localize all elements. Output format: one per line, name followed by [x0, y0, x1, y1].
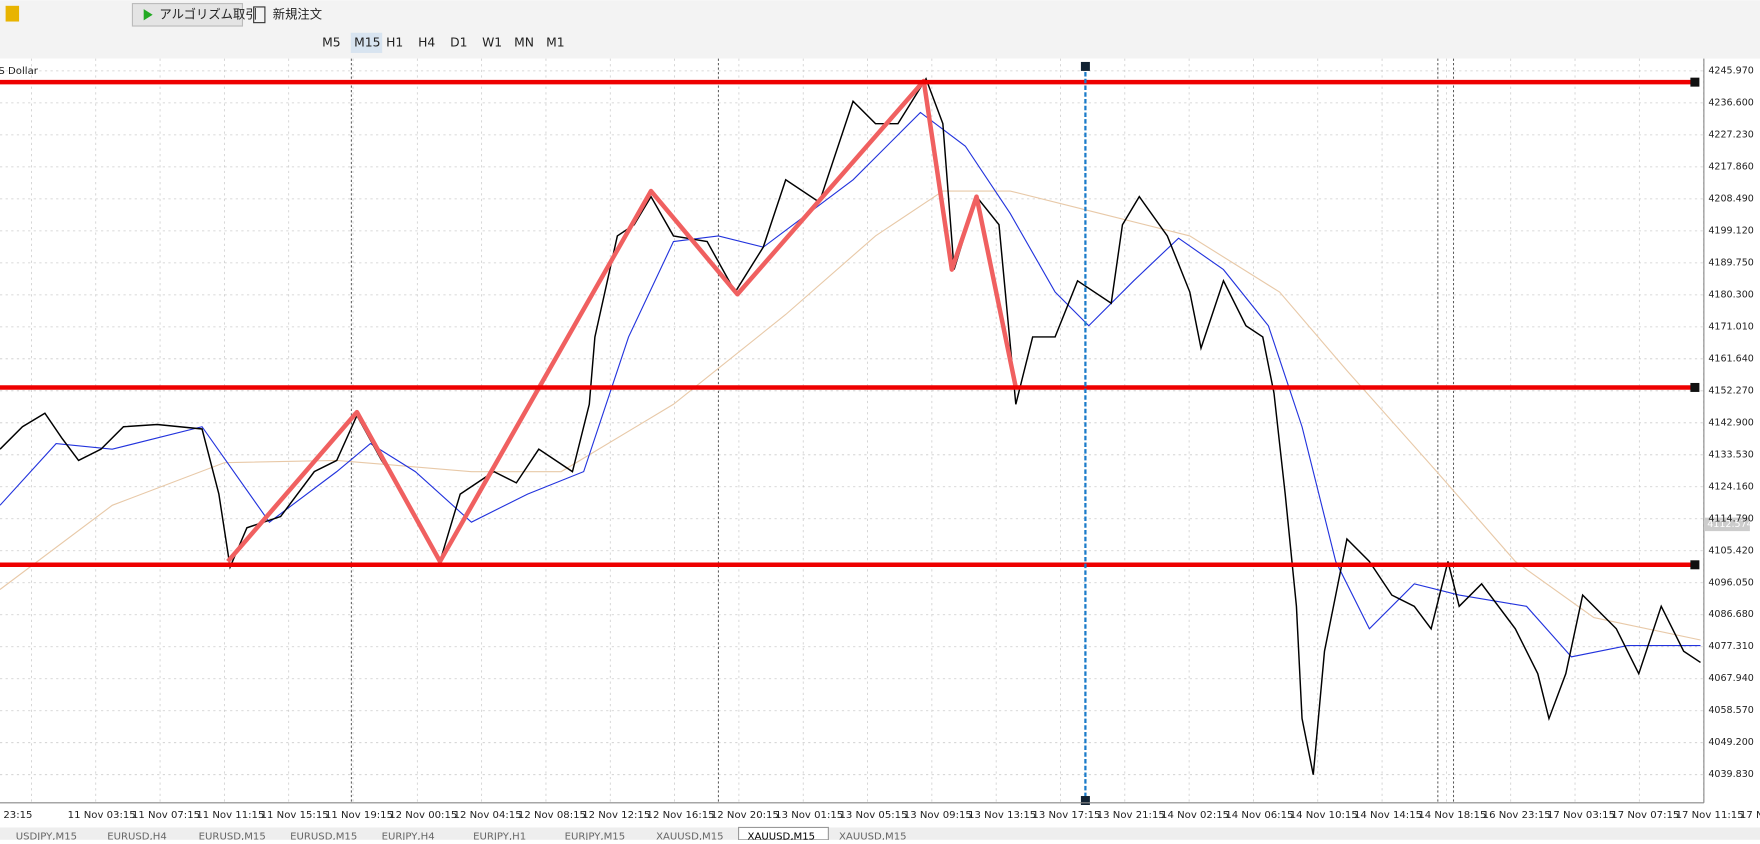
tab[interactable]: XAUUSD,M15: [748, 831, 816, 842]
time-label: 11 Nov 11:15: [196, 810, 264, 821]
price-label: 4161.640: [1708, 353, 1753, 364]
time-label: 11 Nov 19:15: [325, 810, 393, 821]
time-label: 16 Nov 23:15: [1483, 810, 1551, 821]
timeframe[interactable]: MN: [514, 35, 534, 49]
time-label: 13 Nov 13:15: [968, 810, 1036, 821]
time-label: 17 Nov 15:15: [1740, 810, 1760, 821]
tab[interactable]: USDJPY,M15: [16, 831, 77, 842]
price-label: 4152.270: [1708, 385, 1753, 396]
price-label: 4049.200: [1708, 737, 1753, 748]
play-icon: [143, 9, 153, 21]
price-label: 4199.120: [1708, 225, 1753, 236]
handle[interactable]: [1080, 796, 1090, 805]
time-label: 12 Nov 20:15: [711, 810, 779, 821]
time-label: 12 Nov 16:15: [647, 810, 715, 821]
price-label: 4142.900: [1708, 417, 1753, 428]
toolbar-bg: [0, 0, 1760, 59]
price-label: 4067.940: [1708, 673, 1753, 684]
price-label: 4124.160: [1708, 481, 1753, 492]
time-label: 12 Nov 00:15: [389, 810, 457, 821]
time-label: 11 Nov 07:15: [132, 810, 200, 821]
algo-label: アルゴリズム取引: [159, 6, 257, 21]
timeframe[interactable]: W1: [482, 35, 502, 49]
price-label: 4077.310: [1708, 641, 1753, 652]
handle[interactable]: [1080, 61, 1090, 71]
tab-bar: [0, 827, 1760, 840]
price-label: 4058.570: [1708, 705, 1753, 716]
time-label: 23:15: [3, 810, 32, 821]
price-label: 4189.750: [1708, 257, 1753, 268]
price-label: 4086.680: [1708, 609, 1753, 620]
tab[interactable]: XAUUSD,M15: [839, 831, 907, 842]
time-label: 11 Nov 15:15: [261, 810, 329, 821]
algo-button[interactable]: [131, 3, 244, 27]
tab[interactable]: XAUUSD,M15: [656, 831, 724, 842]
time-label: 14 Nov 10:15: [1290, 810, 1358, 821]
current-price-box: [1705, 517, 1750, 532]
symbol-label: US Dollar: [0, 66, 39, 77]
price-label: 4096.050: [1708, 577, 1753, 588]
time-label: 12 Nov 12:15: [582, 810, 650, 821]
tab[interactable]: EURJPY,H1: [473, 831, 526, 842]
time-label: 14 Nov 06:15: [1225, 810, 1293, 821]
time-label: 12 Nov 08:15: [518, 810, 586, 821]
time-label: 13 Nov 17:15: [1032, 810, 1100, 821]
time-label: 13 Nov 21:15: [1097, 810, 1165, 821]
price-label: 4105.420: [1708, 545, 1753, 556]
order-icon: [253, 6, 266, 24]
time-label: 17 Nov 03:15: [1547, 810, 1615, 821]
price-label: 4208.490: [1708, 193, 1753, 204]
price-label: 4114.790: [1708, 513, 1753, 524]
tab[interactable]: EURJPY,H4: [382, 831, 435, 842]
time-label: 14 Nov 02:15: [1161, 810, 1229, 821]
handle[interactable]: [1690, 560, 1700, 570]
timeframe[interactable]: M15: [354, 35, 380, 49]
handle[interactable]: [1690, 77, 1700, 87]
price-label: 4171.010: [1708, 321, 1753, 332]
price-label: 4217.860: [1708, 161, 1753, 172]
icon: [5, 5, 20, 22]
price-label: 4245.970: [1708, 65, 1753, 76]
price-label: 4180.300: [1708, 289, 1753, 300]
tab[interactable]: EURUSD,H4: [107, 831, 167, 842]
tab[interactable]: EURUSD,M15: [290, 831, 357, 842]
tf-active: [350, 32, 383, 53]
time-label: 17 Nov 11:15: [1676, 810, 1744, 821]
price-label: 4227.230: [1708, 129, 1753, 140]
handle[interactable]: [1690, 382, 1700, 392]
timeframe[interactable]: M5: [322, 35, 340, 49]
price-label: 4133.530: [1708, 449, 1753, 460]
timeframe[interactable]: M1: [546, 35, 564, 49]
time-label: 17 Nov 07:15: [1611, 810, 1679, 821]
time-label: 12 Nov 04:15: [454, 810, 522, 821]
timeframe[interactable]: H1: [386, 35, 403, 49]
current-price: 4112.574: [1707, 519, 1752, 530]
time-label: 13 Nov 01:15: [775, 810, 843, 821]
price-label: 4039.830: [1708, 769, 1753, 780]
time-label: 11 Nov 03:15: [68, 810, 136, 821]
zigzag: [226, 78, 1019, 564]
order-label[interactable]: 新規注文: [273, 6, 322, 21]
price-label: 4236.600: [1708, 97, 1753, 108]
time-label: 14 Nov 14:15: [1354, 810, 1422, 821]
time-label: 13 Nov 09:15: [904, 810, 972, 821]
time-label: 14 Nov 18:15: [1418, 810, 1486, 821]
tab[interactable]: EURJPY,M15: [565, 831, 626, 842]
chart-area: [0, 58, 1704, 803]
tab[interactable]: EURUSD,M15: [199, 831, 266, 842]
timeframe[interactable]: H4: [418, 35, 435, 49]
price: [0, 77, 1701, 775]
timeframe[interactable]: D1: [450, 35, 467, 49]
time-label: 13 Nov 05:15: [839, 810, 907, 821]
